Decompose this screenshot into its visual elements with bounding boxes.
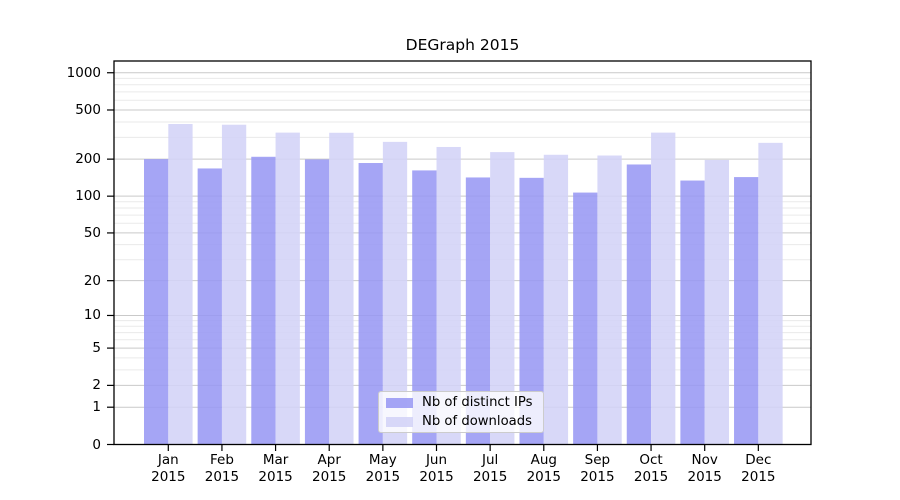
bar-oct-downloads [651,132,676,445]
chart-title: DEGraph 2015 [405,36,520,54]
bar-apr-downloads [329,132,354,445]
legend-item-downloads: Nb of downloads [379,413,543,430]
bar-jan-downloads [168,124,193,445]
legend: Nb of distinct IPs Nb of downloads [378,391,544,433]
x-tick-label-sep: Sep 2015 [580,452,615,485]
y-tick-label: 50 [83,224,101,241]
bar-mar-distinct-ips [251,156,276,445]
y-tick-label: 5 [92,340,101,357]
bar-aug-downloads [543,154,569,445]
bar-nov-downloads [704,159,729,445]
bar-sep-distinct-ips [573,192,598,445]
x-tick-label-aug: Aug 2015 [526,452,561,485]
legend-label-downloads: Nb of downloads [422,413,532,429]
x-tick-label-jun: Jun 2015 [419,452,454,485]
x-tick-label-dec: Dec 2015 [741,452,776,485]
legend-item-distinct-ips: Nb of distinct IPs [379,394,543,411]
bar-dec-downloads [758,142,783,445]
bar-mar-downloads [275,132,300,445]
legend-label-distinct-ips: Nb of distinct IPs [422,394,533,410]
y-tick-label: 200 [75,151,101,168]
bar-sep-downloads [597,155,622,445]
bar-feb-downloads [221,124,247,445]
x-tick-label-mar: Mar 2015 [258,452,293,485]
y-tick-label: 20 [83,272,101,289]
bar-apr-distinct-ips [304,159,330,445]
legend-swatch-distinct-ips [386,397,413,408]
x-tick-label-feb: Feb 2015 [204,452,240,485]
bar-dec-distinct-ips [734,177,759,445]
x-tick-label-oct: Oct 2015 [633,452,669,485]
bar-oct-distinct-ips [626,164,652,445]
x-tick-label-may: May 2015 [365,452,401,485]
y-tick-label: 0 [92,436,101,453]
x-tick-label-nov: Nov 2015 [687,452,722,485]
bar-jan-distinct-ips [144,159,169,445]
x-tick-label-jan: Jan 2015 [151,452,186,485]
x-tick-label-apr: Apr 2015 [312,452,347,485]
bar-feb-distinct-ips [197,168,222,445]
y-tick-label: 1000 [66,64,101,81]
y-tick-label: 100 [75,188,101,205]
x-tick-label-jul: Jul 2015 [472,452,508,485]
y-tick-label: 2 [92,377,101,394]
legend-swatch-downloads [386,416,413,427]
y-tick-label: 500 [75,101,101,118]
bar-nov-distinct-ips [680,180,705,445]
y-tick-label: 10 [83,307,101,324]
y-tick-label: 1 [92,399,101,416]
